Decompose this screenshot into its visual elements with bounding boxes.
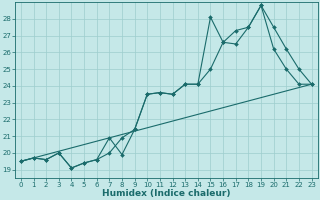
X-axis label: Humidex (Indice chaleur): Humidex (Indice chaleur) (102, 189, 230, 198)
